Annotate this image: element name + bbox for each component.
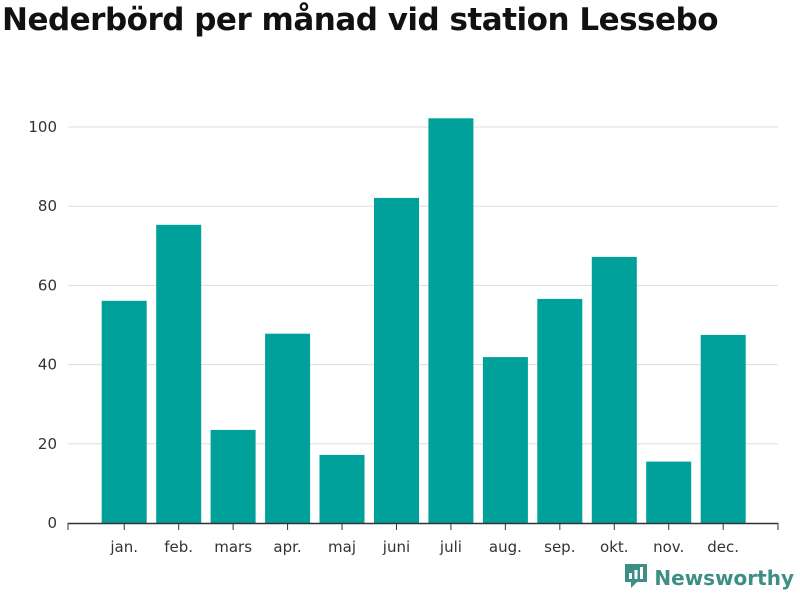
x-tick-label: feb.: [164, 538, 193, 556]
x-tick-label: juni: [382, 538, 410, 556]
chart-title: Nederbörd per månad vid station Lessebo: [2, 2, 719, 38]
y-tick-label: 100: [28, 118, 57, 136]
bar-sep: [537, 298, 583, 523]
x-tick-label: sep.: [544, 538, 575, 556]
x-tick-label: apr.: [273, 538, 301, 556]
y-tick-label: 0: [47, 514, 57, 532]
bar-apr: [265, 333, 311, 523]
bar-maj: [319, 454, 365, 523]
x-tick-label: nov.: [653, 538, 684, 556]
brand-name: Newsworthy: [654, 566, 794, 590]
bar-feb: [156, 224, 202, 524]
x-tick-label: maj: [328, 538, 356, 556]
bar-mars: [210, 429, 256, 523]
newsworthy-brand: Newsworthy: [623, 562, 794, 594]
x-tick-label: juli: [439, 538, 462, 556]
bar-juni: [374, 197, 419, 523]
y-tick-label: 40: [38, 356, 57, 374]
y-axis-ticks: 0 20 40 60 80 100: [28, 118, 57, 532]
bar-juli: [428, 118, 474, 524]
bar-aug: [482, 357, 528, 523]
x-tick-label: jan.: [109, 538, 138, 556]
newsworthy-logo-icon: [623, 562, 649, 594]
bars: [101, 118, 746, 524]
x-tick-label: okt.: [600, 538, 629, 556]
y-tick-label: 20: [38, 435, 57, 453]
bar-nov: [646, 461, 692, 523]
bar-jan: [101, 300, 147, 523]
x-tick-label: aug.: [489, 538, 522, 556]
y-tick-label: 60: [38, 276, 57, 294]
bar-okt: [591, 256, 637, 523]
x-tick-label: dec.: [707, 538, 739, 556]
x-tick-label: mars: [214, 538, 252, 556]
bar-dec: [700, 334, 746, 523]
y-tick-label: 80: [38, 197, 57, 215]
x-axis-ticks: jan. feb. mars apr. maj juni juli aug. sep. okt. n…: [67, 523, 779, 556]
